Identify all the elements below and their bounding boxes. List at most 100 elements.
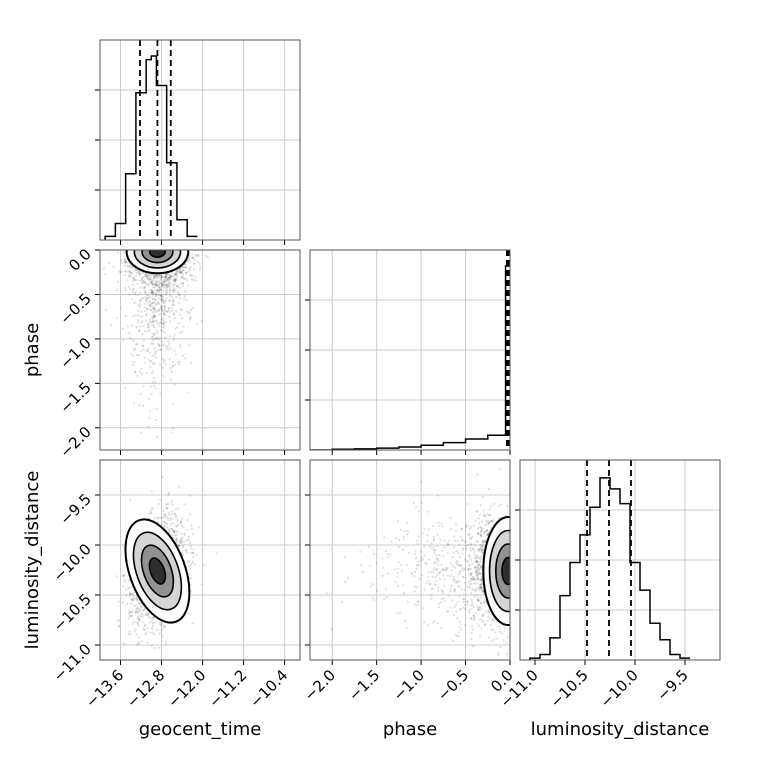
scatter-point [482, 532, 486, 535]
scatter-point [104, 273, 107, 276]
scatter-point [484, 514, 487, 517]
scatter-point [472, 587, 475, 590]
scatter-point [155, 292, 158, 295]
hist-bar [443, 443, 465, 450]
scatter-point [151, 307, 154, 310]
scatter-point [147, 325, 150, 328]
scatter-point [148, 328, 151, 331]
scatter-point [476, 576, 479, 580]
scatter-point [479, 526, 482, 529]
scatter-point [143, 361, 147, 364]
scatter-point [179, 521, 183, 524]
scatter-point [157, 284, 160, 287]
scatter-point [467, 533, 470, 536]
scatter-point [471, 535, 474, 539]
scatter-point [177, 523, 180, 527]
scatter-point [479, 558, 482, 561]
scatter-point [128, 331, 131, 334]
scatter-point [169, 518, 172, 522]
scatter-point [168, 274, 172, 277]
scatter-point [167, 493, 170, 496]
scatter-point [419, 559, 422, 562]
scatter-point [133, 348, 136, 351]
hist-bar [146, 60, 151, 240]
scatter-point [170, 500, 173, 503]
scatter-point [487, 611, 490, 614]
scatter-point [361, 571, 365, 574]
scatter-point [128, 593, 131, 596]
scatter-point [477, 517, 480, 520]
scatter-point [180, 541, 183, 544]
scatter-point [173, 281, 176, 284]
scatter-point [179, 282, 183, 286]
scatter-point [440, 549, 443, 552]
scatter-point [137, 641, 141, 644]
scatter-point [475, 560, 478, 563]
scatter-point [146, 276, 149, 279]
scatter-point [194, 254, 197, 258]
scatter-point [165, 321, 168, 324]
scatter-point [139, 299, 142, 302]
scatter-point [470, 604, 473, 607]
scatter-point [137, 615, 140, 618]
scatter-point [131, 266, 134, 269]
scatter-point [479, 504, 482, 507]
scatter-point [157, 348, 160, 352]
scatter-point [447, 543, 450, 547]
scatter-point [471, 562, 474, 565]
scatter-point [395, 536, 398, 539]
scatter-point [480, 579, 483, 582]
panel-hist-geocent-time [95, 39, 301, 245]
scatter-point [150, 282, 154, 286]
scatter-point [455, 523, 458, 526]
scatter-point [164, 275, 168, 278]
scatter-point [112, 265, 115, 268]
scatter-point [457, 563, 460, 566]
scatter-point [399, 611, 402, 614]
scatter-point [129, 274, 132, 277]
scatter-point [360, 563, 363, 567]
scatter-point [152, 286, 155, 289]
scatter-point [137, 319, 140, 322]
scatter-point [150, 392, 153, 396]
scatter-point [135, 596, 138, 599]
hist-group [529, 460, 690, 660]
scatter-point [475, 554, 478, 557]
scatter-point [147, 359, 151, 362]
scatter-point [132, 604, 136, 607]
scatter-point [475, 510, 478, 513]
scatter-point [165, 506, 168, 510]
scatter-point [185, 279, 189, 282]
scatter-point [158, 343, 161, 347]
scatter-point [168, 299, 171, 302]
scatter-point [174, 508, 178, 511]
scatter-point [467, 554, 470, 557]
scatter-point [184, 290, 187, 294]
scatter-point [166, 345, 169, 348]
scatter-point [180, 276, 184, 279]
scatter-point [128, 498, 132, 501]
scatter-point [493, 631, 496, 634]
scatter-point [462, 598, 466, 601]
scatter-point [168, 528, 171, 531]
scatter-point [431, 621, 435, 624]
scatter-point [400, 569, 404, 572]
scatter-point [181, 268, 184, 272]
scatter-point [158, 623, 161, 626]
scatter-point [138, 272, 141, 275]
scatter-point [161, 358, 165, 361]
scatter-point [185, 551, 189, 554]
scatter-point [161, 344, 165, 347]
scatter-point [158, 274, 162, 277]
scatter-point [153, 362, 156, 365]
scatter-point [423, 545, 426, 548]
scatter-point [194, 563, 197, 566]
scatter-point [177, 272, 180, 275]
scatter-point [435, 568, 438, 571]
scatter-point [168, 288, 171, 291]
scatter-point [174, 515, 177, 518]
scatter-point [436, 621, 439, 625]
scatter-point [134, 313, 137, 317]
scatter-point [459, 563, 462, 567]
scatter-point [156, 273, 159, 276]
